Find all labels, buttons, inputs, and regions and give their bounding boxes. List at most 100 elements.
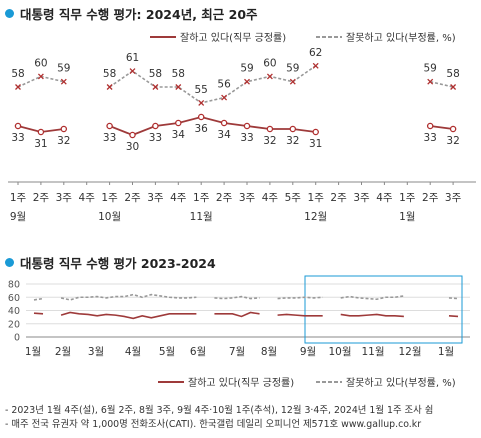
approve-data-label: 32: [57, 135, 70, 147]
top-week-label: 4주: [170, 192, 187, 204]
disapprove-marker: [15, 84, 21, 90]
bottom-chart-title-text: 대통령 직무 수행 평가 2023-2024: [20, 256, 216, 271]
top-week-label: 1주: [193, 192, 210, 204]
approve-marker: [197, 113, 205, 121]
top-week-label: 1주: [308, 192, 325, 204]
approve-data-label: 31: [309, 138, 322, 150]
approve-marker: [220, 119, 228, 127]
footnote-1: - 2023년 1월 4주(설), 6월 2주, 8월 3주, 9월 4주·10…: [5, 405, 434, 416]
disapprove-data-label: 55: [195, 84, 208, 96]
disapprove-line: [109, 65, 317, 104]
top-month-label: 9월: [10, 211, 26, 223]
disapprove-marker: [152, 84, 159, 90]
disapprove-data-label: 59: [57, 63, 70, 75]
disapprove-data-label: 56: [217, 79, 231, 91]
disapprove-marker: [106, 84, 113, 90]
approve-line: [109, 116, 316, 136]
footnote-2: - 매주 전국 유권자 약 1,000명 전화조사(CATI). 한국갤럽 데일…: [5, 419, 422, 430]
approve-data-label: 33: [424, 132, 437, 144]
disapprove-line: [430, 80, 454, 88]
approve-data-label: 33: [240, 132, 253, 144]
disapprove-marker: [221, 94, 228, 101]
top-month-label: 11월: [190, 211, 213, 223]
disapprove-marker: [198, 99, 205, 106]
approve-data-label: 31: [34, 138, 47, 150]
top-month-label: 10월: [98, 211, 121, 223]
disapprove-line: [33, 297, 44, 301]
disapprove-data-label: 62: [309, 47, 322, 59]
approve-marker: [243, 122, 251, 130]
approve-data-label: 33: [103, 132, 116, 144]
footnotes: - 2023년 1월 4주(설), 6월 2주, 8월 3주, 9월 4주·10…: [5, 404, 433, 432]
y-tick-label: 0: [14, 333, 20, 344]
approve-line: [448, 315, 459, 318]
bottom-month-label: 7월: [229, 346, 245, 358]
bottom-month-label: 6월: [190, 346, 206, 358]
approve-data-label: 32: [263, 135, 276, 147]
disapprove-data-label: 58: [149, 68, 162, 80]
legend-disapprove-label: 잘못하고 있다(부정률, %): [346, 31, 456, 44]
disapprove-marker: [129, 68, 136, 75]
bottom-month-label: 10월: [328, 346, 351, 358]
disapprove-data-label: 58: [103, 68, 116, 80]
disapprove-data-label: 59: [240, 63, 253, 75]
top-month-label: 12월: [304, 211, 327, 223]
legend-approve-label: 잘하고 있다(직무 긍정률): [180, 31, 286, 44]
bottom-month-label: 4월: [125, 346, 141, 358]
bottom-month-label: 3월: [88, 346, 104, 358]
top-legend: 잘하고 있다(직무 긍정률) 잘못하고 있다(부정률, %): [150, 31, 456, 44]
approve-data-label: 32: [446, 135, 459, 147]
top-month-label: 1월: [399, 211, 415, 223]
approve-data-label: 33: [149, 132, 162, 144]
disapprove-line: [340, 295, 404, 301]
disapprove-data-label: 59: [424, 63, 437, 75]
top-chart-title: 대통령 직무 수행 평가: 2024년, 최근 20주: [5, 4, 258, 23]
disapprove-line: [214, 295, 260, 300]
approve-data-label: 33: [11, 132, 24, 144]
disapprove-marker: [312, 62, 319, 69]
disapprove-line: [448, 297, 459, 300]
approve-data-label: 34: [172, 129, 186, 141]
top-week-label: 2주: [124, 192, 141, 204]
approve-data-label: 36: [195, 123, 209, 135]
disapprove-marker: [450, 84, 457, 90]
approve-marker: [266, 125, 274, 133]
top-week-label: 2주: [33, 192, 50, 204]
approve-line: [33, 312, 44, 315]
top-week-label: 3주: [147, 192, 164, 204]
approve-data-label: 32: [286, 135, 299, 147]
y-tick-label: 60: [8, 293, 20, 304]
top-week-label: 3주: [445, 192, 462, 204]
disapprove-data-label: 60: [263, 57, 276, 69]
approve-marker: [129, 131, 136, 139]
top-week-label: 1주: [10, 192, 27, 204]
legend-approve-label: 잘하고 있다(직무 긍정률): [188, 376, 294, 389]
bottom-month-label: 9월: [300, 346, 316, 358]
disapprove-data-label: 61: [126, 52, 139, 64]
approve-marker: [449, 125, 457, 133]
top-week-label: 5주: [285, 192, 302, 204]
bottom-month-label: 2월: [55, 346, 71, 358]
top-week-label: 4주: [262, 192, 279, 204]
bottom-month-label: 11월: [361, 346, 384, 358]
approve-line: [277, 313, 323, 317]
disapprove-line: [277, 296, 323, 300]
approve-line: [430, 125, 454, 130]
disapprove-data-label: 60: [34, 57, 47, 69]
bottom-month-label: 1월: [25, 346, 41, 358]
approve-marker: [14, 122, 22, 130]
top-week-label: 3주: [56, 192, 73, 204]
top-week-label: 2주: [330, 192, 347, 204]
approve-marker: [37, 128, 45, 136]
bullet-icon: [5, 258, 14, 267]
recent-20-weeks-chart: 잘하고 있다(직무 긍정률) 잘못하고 있다(부정률, %) 58 60 59 58 61 5…: [8, 31, 476, 223]
disapprove-marker: [37, 73, 44, 80]
top-week-label: 2주: [422, 192, 439, 204]
legend-disapprove-label: 잘못하고 있다(부정률, %): [346, 376, 456, 389]
approve-data-label: 30: [126, 141, 139, 153]
bottom-chart-title: 대통령 직무 수행 평가 2023-2024: [5, 253, 216, 272]
disapprove-data-label: 58: [446, 68, 459, 80]
top-week-label: 4주: [376, 192, 393, 204]
bottom-month-label: 12월: [398, 346, 421, 358]
bottom-month-label: 1월: [438, 346, 454, 358]
